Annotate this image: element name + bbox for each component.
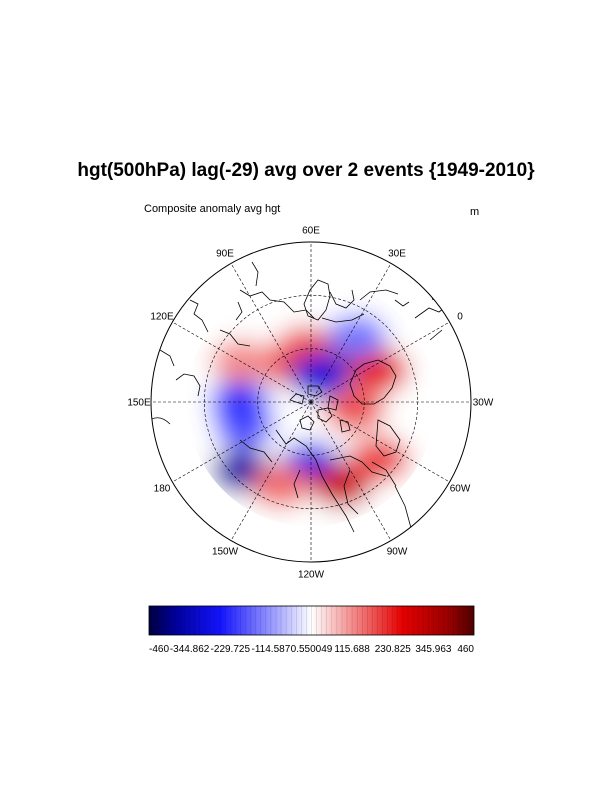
longitude-labels: 60E 30E 0 30W 60W 90W 120W 150W 180 150E 120E 90E — [127, 226, 494, 581]
coastline-europe — [303, 259, 434, 323]
colorbar-tick-label: 345.963 — [415, 644, 452, 655]
meridian-line — [230, 401, 312, 541]
meridian-line — [310, 401, 392, 541]
coastline-hudson — [375, 419, 401, 457]
longitude-label: 120E — [150, 312, 174, 323]
anomaly-center — [348, 348, 409, 393]
anomaly-center — [349, 437, 410, 482]
plot-subtitle-left: Composite anomaly avg hgt — [144, 203, 281, 215]
colorbar-tick-label: 115.688 — [334, 644, 370, 655]
meridian-line — [172, 401, 312, 483]
anomaly-center — [214, 404, 275, 449]
graticule — [151, 242, 471, 562]
longitude-label: 60W — [450, 484, 471, 495]
meridian-line — [310, 263, 392, 403]
longitude-label: 60E — [302, 226, 320, 237]
longitude-label: 0 — [457, 312, 463, 323]
longitude-label: 90W — [387, 547, 408, 558]
plot-title: hgt(500hPa) lag(-29) avg over 2 events {… — [77, 160, 535, 181]
anomaly-center — [311, 463, 372, 508]
colorbar-tick-label: -114.587 — [252, 644, 291, 655]
meridian-line — [310, 321, 450, 403]
longitude-label: 150E — [127, 398, 151, 409]
longitude-label: 90E — [216, 249, 234, 260]
longitude-label: 180 — [154, 484, 171, 495]
colorbar-tick-label: 460 — [457, 644, 474, 655]
latitude-circle — [257, 348, 365, 456]
meridian-line — [310, 401, 450, 483]
coastline-arctic-islands — [289, 385, 351, 433]
colorbar-tick-label: 0.550049 — [291, 644, 333, 655]
anomaly-center — [326, 314, 387, 359]
longitude-label: 30W — [473, 398, 494, 409]
meridian-line — [230, 263, 312, 403]
plot-units: m — [470, 206, 480, 218]
colorbar: -460 -344.862 -229.725 -114.587 0.550049 115.… — [148, 605, 474, 655]
longitude-label: 30E — [388, 249, 406, 260]
map-boundary — [150, 241, 472, 563]
longitude-label: 120W — [298, 570, 325, 581]
colorbar-tick-label: 230.825 — [375, 644, 412, 655]
coastline-north-america — [239, 429, 412, 533]
anomaly-center — [250, 463, 311, 508]
coastline-greenland — [349, 359, 397, 405]
colorbar-tick-label: -460 — [149, 644, 169, 655]
longitude-label: 150W — [212, 547, 239, 558]
meridian-line — [172, 321, 312, 403]
colorbar-tick-label: -344.862 — [170, 644, 210, 655]
colorbar-tick-label: -229.725 — [211, 644, 251, 655]
